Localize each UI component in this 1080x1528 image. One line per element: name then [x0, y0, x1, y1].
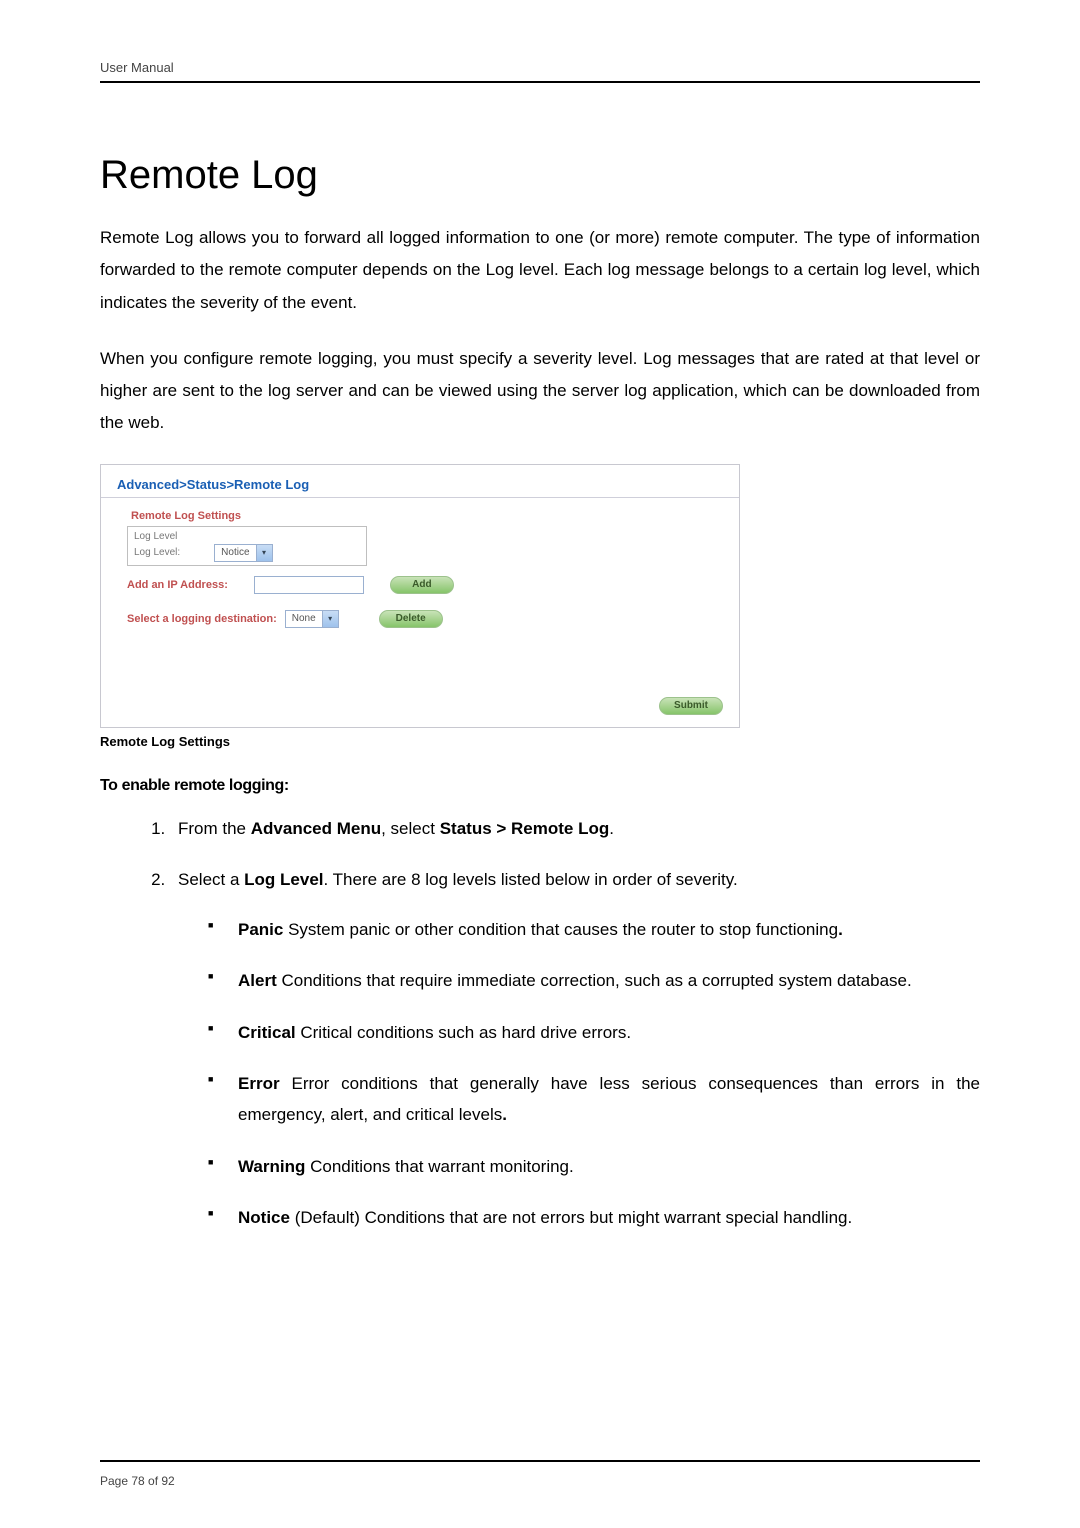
- chevron-down-icon: ▾: [256, 545, 272, 561]
- page-number: Page 78 of 92: [100, 1474, 980, 1488]
- step-2-text-b: . There are 8 log levels listed below in…: [324, 870, 738, 889]
- embedded-screenshot: Advanced>Status>Remote Log Remote Log Se…: [100, 464, 740, 728]
- level-notice: Notice (Default) Conditions that are not…: [208, 1202, 980, 1233]
- step-2: Select a Log Level. There are 8 log leve…: [170, 864, 980, 1234]
- submit-button[interactable]: Submit: [659, 697, 723, 715]
- level-notice-name: Notice: [238, 1208, 290, 1227]
- footer-rule: [100, 1460, 980, 1462]
- ip-address-input[interactable]: [254, 576, 364, 594]
- level-critical-name: Critical: [238, 1023, 296, 1042]
- header-label: User Manual: [100, 60, 980, 75]
- level-panic: Panic System panic or other condition th…: [208, 914, 980, 945]
- log-level-value: Notice: [215, 547, 255, 558]
- level-panic-dot: .: [838, 920, 843, 939]
- destination-label: Select a logging destination:: [127, 613, 277, 625]
- log-levels-list: Panic System panic or other condition th…: [208, 914, 980, 1234]
- level-warning-name: Warning: [238, 1157, 305, 1176]
- log-level-box: Log Level Log Level: Notice ▾: [127, 526, 367, 566]
- steps-list: From the Advanced Menu, select Status > …: [170, 813, 980, 1234]
- level-notice-desc: (Default) Conditions that are not errors…: [290, 1208, 852, 1227]
- level-warning: Warning Conditions that warrant monitori…: [208, 1151, 980, 1182]
- step-1-bold-1: Advanced Menu: [251, 819, 381, 838]
- log-level-label: Log Level:: [134, 547, 180, 558]
- breadcrumb: Advanced>Status>Remote Log: [117, 477, 723, 492]
- level-alert: Alert Conditions that require immediate …: [208, 965, 980, 996]
- level-error-name: Error: [238, 1074, 280, 1093]
- procedure-heading: To enable remote logging:: [100, 777, 980, 795]
- level-warning-desc: Conditions that warrant monitoring.: [305, 1157, 573, 1176]
- add-ip-label: Add an IP Address:: [127, 579, 228, 591]
- level-error: Error Error conditions that generally ha…: [208, 1068, 980, 1131]
- level-panic-name: Panic: [238, 920, 283, 939]
- level-critical: Critical Critical conditions such as har…: [208, 1017, 980, 1048]
- header-rule: [100, 81, 980, 83]
- delete-button[interactable]: Delete: [379, 610, 443, 628]
- remote-log-settings-heading: Remote Log Settings: [131, 510, 723, 522]
- step-1-text-b: , select: [381, 819, 440, 838]
- step-2-text-a: Select a: [178, 870, 244, 889]
- step-1-text-a: From the: [178, 819, 251, 838]
- level-alert-desc: Conditions that require immediate correc…: [277, 971, 912, 990]
- screenshot-caption: Remote Log Settings: [100, 734, 980, 749]
- level-panic-desc: System panic or other condition that cau…: [283, 920, 838, 939]
- destination-select[interactable]: None ▾: [285, 610, 339, 628]
- log-level-box-title: Log Level: [134, 531, 360, 542]
- add-button[interactable]: Add: [390, 576, 454, 594]
- intro-para-2: When you configure remote logging, you m…: [100, 343, 980, 440]
- log-level-select[interactable]: Notice ▾: [214, 544, 272, 562]
- level-alert-name: Alert: [238, 971, 277, 990]
- step-1: From the Advanced Menu, select Status > …: [170, 813, 980, 844]
- page-title: Remote Log: [100, 153, 980, 198]
- step-1-text-c: .: [609, 819, 614, 838]
- screenshot-divider: [101, 497, 739, 498]
- level-error-desc: Error conditions that generally have les…: [238, 1074, 980, 1124]
- step-1-bold-2: Status > Remote Log: [440, 819, 610, 838]
- intro-para-1: Remote Log allows you to forward all log…: [100, 222, 980, 319]
- destination-value: None: [286, 613, 322, 624]
- footer: Page 78 of 92: [100, 1460, 980, 1488]
- level-error-dot: .: [502, 1105, 507, 1124]
- step-2-bold: Log Level: [244, 870, 323, 889]
- level-critical-desc: Critical conditions such as hard drive e…: [296, 1023, 631, 1042]
- chevron-down-icon: ▾: [322, 611, 338, 627]
